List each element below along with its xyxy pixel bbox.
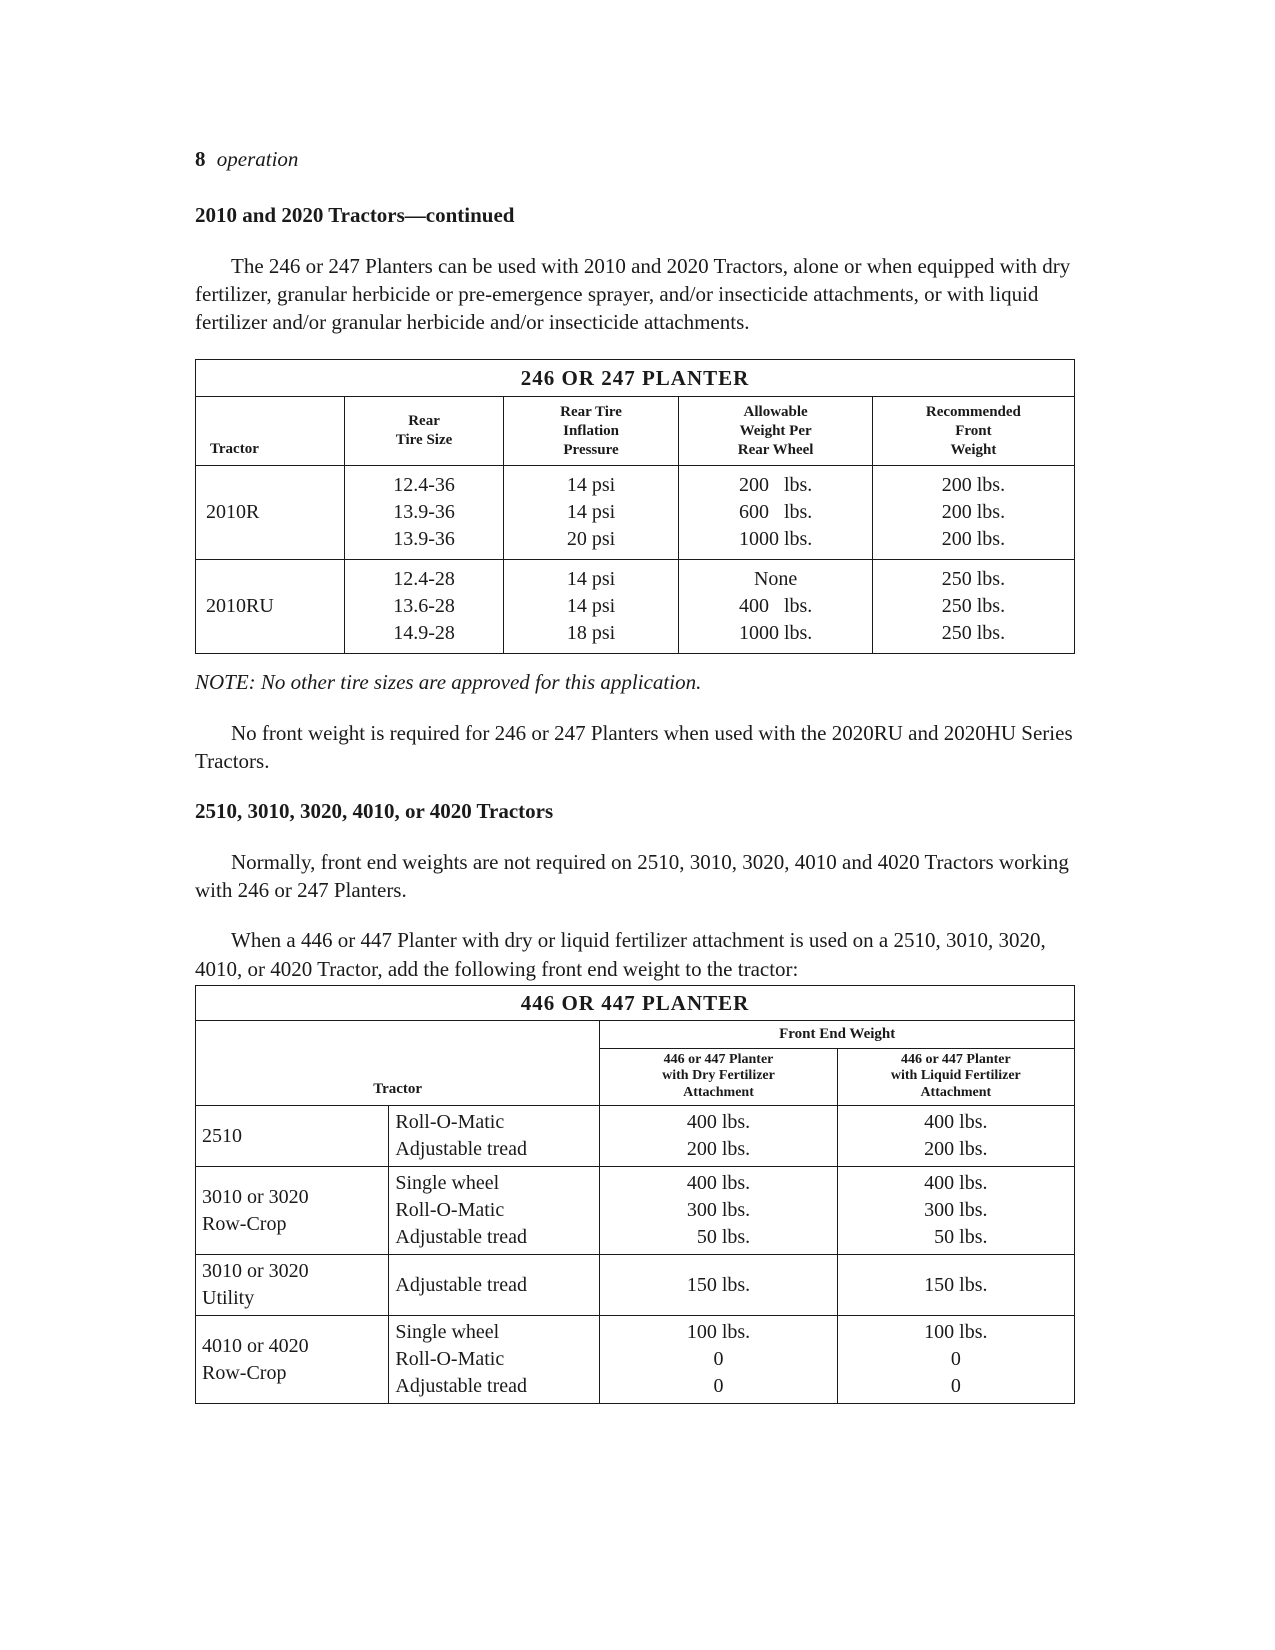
intro-paragraph: The 246 or 247 Planters can be used with… xyxy=(195,252,1075,337)
t1-h-psi: Rear TireInflationPressure xyxy=(503,397,679,466)
para-normally: Normally, front end weights are not requ… xyxy=(195,848,1075,905)
t1-h-tire-label: RearTire Size xyxy=(396,413,453,448)
t1-tire-cell: 12.4-3613.9-3613.9-36 xyxy=(345,466,503,560)
page: 8 operation 2010 and 2020 Tractors—conti… xyxy=(0,0,1275,1650)
t1-h-front: RecommendedFrontWeight xyxy=(872,397,1074,466)
t1-front-cell: 250 lbs.250 lbs.250 lbs. xyxy=(872,560,1074,654)
heading-2510-etc: 2510, 3010, 3020, 4010, or 4020 Tractors xyxy=(195,797,1075,825)
t2-liq-cell: 150 lbs. xyxy=(837,1255,1074,1316)
t1-h-allow-label: AllowableWeight PerRear Wheel xyxy=(738,404,814,458)
t2-model-cell: 2510 xyxy=(196,1106,389,1167)
page-header: 8 operation xyxy=(195,145,1075,173)
table2-title: 446 OR 447 PLANTER xyxy=(196,986,1075,1021)
t2-feature-cell: Single wheelRoll-O-MaticAdjustable tread xyxy=(389,1167,600,1255)
t2-liq-cell: 100 lbs.00 xyxy=(837,1316,1074,1404)
t2-dry-cell: 150 lbs. xyxy=(600,1255,837,1316)
t2-liq-cell: 400 lbs.300 lbs. 50 lbs. xyxy=(837,1167,1074,1255)
t2-liq-cell: 400 lbs.200 lbs. xyxy=(837,1106,1074,1167)
t2-model-cell: 3010 or 3020Utility xyxy=(196,1255,389,1316)
t1-tire-cell: 12.4-2813.6-2814.9-28 xyxy=(345,560,503,654)
t2-model-cell: 3010 or 3020Row-Crop xyxy=(196,1167,389,1255)
t2-h-front-end: Front End Weight xyxy=(600,1021,1075,1048)
t2-h-tractor: Tractor xyxy=(196,1021,600,1106)
t2-h-dry-label: 446 or 447 Planterwith Dry FertilizerAtt… xyxy=(662,1052,775,1101)
para-no-front-weight: No front weight is required for 246 or 2… xyxy=(195,719,1075,776)
para-when-446: When a 446 or 447 Planter with dry or li… xyxy=(195,926,1075,983)
t2-feature-cell: Roll-O-MaticAdjustable tread xyxy=(389,1106,600,1167)
t1-h-allow: AllowableWeight PerRear Wheel xyxy=(679,397,872,466)
t2-feature-cell: Adjustable tread xyxy=(389,1255,600,1316)
t2-h-liq-label: 446 or 447 Planterwith Liquid Fertilizer… xyxy=(891,1052,1021,1101)
page-number: 8 xyxy=(195,147,206,171)
t2-dry-cell: 400 lbs.300 lbs. 50 lbs. xyxy=(600,1167,837,1255)
note-tire-sizes: NOTE: No other tire sizes are approved f… xyxy=(195,668,1075,696)
t2-dry-cell: 100 lbs.00 xyxy=(600,1316,837,1404)
t1-h-tractor-label: Tractor xyxy=(210,441,259,457)
t2-h-liq: 446 or 447 Planterwith Liquid Fertilizer… xyxy=(837,1048,1074,1105)
section-title: operation xyxy=(217,147,299,171)
t1-h-psi-label: Rear TireInflationPressure xyxy=(560,404,622,458)
t1-psi-cell: 14 psi14 psi20 psi xyxy=(503,466,679,560)
t1-tractor-cell: 2010R xyxy=(196,466,345,560)
t2-model-cell: 4010 or 4020Row-Crop xyxy=(196,1316,389,1404)
heading-tractors-continued: 2010 and 2020 Tractors—continued xyxy=(195,201,1075,229)
t1-tractor-cell: 2010RU xyxy=(196,560,345,654)
t2-feature-cell: Single wheelRoll-O-MaticAdjustable tread xyxy=(389,1316,600,1404)
t2-h-dry: 446 or 447 Planterwith Dry FertilizerAtt… xyxy=(600,1048,837,1105)
t1-h-tire: RearTire Size xyxy=(345,397,503,466)
t1-allow-cell: None400 lbs.1000 lbs. xyxy=(679,560,872,654)
t1-front-cell: 200 lbs.200 lbs.200 lbs. xyxy=(872,466,1074,560)
t1-h-tractor: Tractor xyxy=(196,397,345,466)
t1-psi-cell: 14 psi14 psi18 psi xyxy=(503,560,679,654)
t1-h-front-label: RecommendedFrontWeight xyxy=(926,404,1021,458)
table1-title: 246 OR 247 PLANTER xyxy=(196,359,1075,396)
t1-allow-cell: 200 lbs.600 lbs.1000 lbs. xyxy=(679,466,872,560)
table-446-447-planter: 446 OR 447 PLANTER Tractor Front End Wei… xyxy=(195,985,1075,1404)
t2-dry-cell: 400 lbs.200 lbs. xyxy=(600,1106,837,1167)
table-246-247-planter: 246 OR 247 PLANTER Tractor RearTire Size… xyxy=(195,359,1075,655)
